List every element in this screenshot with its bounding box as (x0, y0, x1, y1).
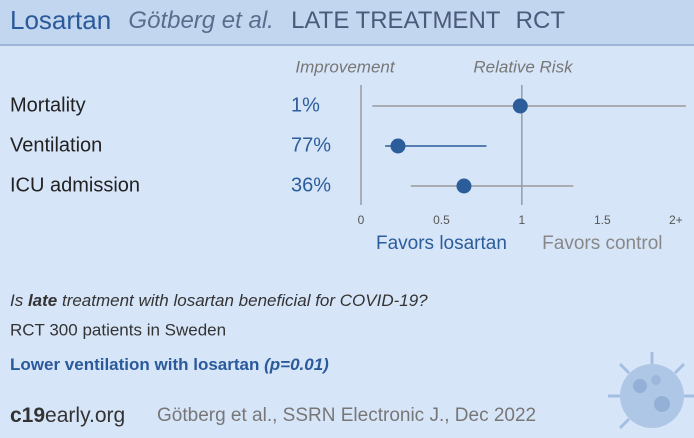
column-header: Improvement (295, 57, 395, 76)
header-title: Losartan Götberg et al. LATE TREATMENT R… (10, 5, 565, 35)
outcome-label: Mortality (10, 94, 86, 116)
question-part: treatment with losartan beneficial for C… (57, 291, 428, 310)
conclusion: Lower ventilation with losartan (p=0.01) (10, 355, 329, 374)
site-suffix: early.org (45, 404, 125, 427)
improvement-label: 77% (291, 134, 331, 156)
header-band (0, 0, 694, 45)
column-header: Relative Risk (473, 57, 574, 76)
x-tick-label: 0 (358, 213, 365, 227)
study-type: RCT (516, 7, 566, 34)
point-estimate (456, 178, 472, 194)
x-tick-label: 2+ (669, 213, 683, 227)
treatment-stage: LATE TREATMENT (291, 7, 501, 34)
study-description: RCT 300 patients in Sweden (10, 320, 226, 339)
x-tick-label: 0.5 (433, 213, 450, 227)
question-emphasis: late (28, 291, 57, 310)
improvement-label: 36% (291, 174, 331, 196)
conclusion-text: Lower ventilation with losartan (10, 355, 264, 374)
question-part: Is (10, 291, 28, 310)
site-name: c19early.org (10, 404, 125, 427)
outcome-label: ICU admission (10, 174, 140, 196)
question: Is late treatment with losartan benefici… (10, 291, 428, 310)
x-tick-label: 1 (519, 213, 526, 227)
favors-control: Favors control (542, 233, 662, 254)
authors: Götberg et al. (128, 7, 273, 34)
citation: Götberg et al., SSRN Electronic J., Dec … (157, 405, 536, 426)
favors-treatment: Favors losartan (376, 233, 507, 254)
improvement-label: 1% (291, 94, 320, 116)
point-estimate (390, 138, 406, 154)
virus-icon (608, 352, 694, 430)
site-prefix: c19 (10, 404, 45, 427)
x-tick-label: 1.5 (594, 213, 611, 227)
p-value: (p=0.01) (264, 355, 329, 374)
drug-name: Losartan (10, 5, 111, 35)
outcome-label: Ventilation (10, 134, 102, 156)
point-estimate (512, 98, 528, 114)
